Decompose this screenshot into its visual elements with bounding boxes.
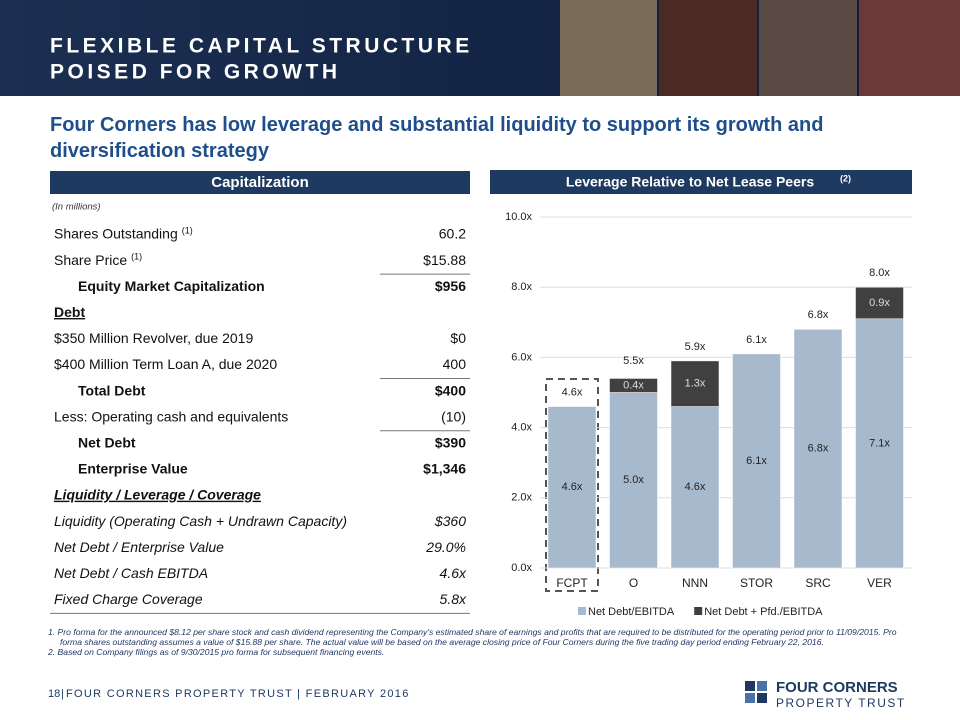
total-label: 4.6x (562, 386, 583, 398)
legend-label: Net Debt + Pfd./EBITDA (704, 606, 823, 618)
logo-text: FOUR CORNERS (776, 679, 898, 696)
total-label: 5.5x (623, 355, 644, 367)
table-header (50, 171, 470, 194)
segment-label: 4.6x (685, 481, 706, 493)
segment-label: 0.4x (623, 379, 644, 391)
row-label: Shares Outstanding (54, 226, 178, 242)
y-tick-label: 10.0x (505, 211, 532, 223)
page-number: 18 (48, 688, 60, 700)
photo (859, 0, 960, 96)
row-value: $400 (435, 382, 466, 398)
row-value: $360 (434, 513, 466, 529)
subtitle: Four Corners has low leverage and substa… (50, 114, 824, 162)
chart-title: Leverage Relative to Net Lease Peers (566, 174, 814, 190)
x-tick-label: FCPT (556, 576, 588, 590)
photo (659, 0, 757, 96)
segment-label: 4.6x (562, 481, 583, 493)
footnote: 1. Pro forma for the announced $8.12 per… (48, 627, 897, 647)
bar-segment (547, 406, 597, 569)
highlight-box (545, 378, 599, 592)
legend-swatch (694, 607, 703, 615)
segment-label: 6.8x (808, 443, 829, 455)
row-label: Enterprise Value (78, 461, 188, 477)
bar-segment (609, 392, 658, 569)
row-value: $0 (450, 330, 466, 346)
photo (560, 0, 657, 96)
row-label: Share Price (54, 252, 127, 268)
row-value: $956 (435, 278, 466, 294)
legend-swatch (578, 607, 586, 615)
segment-label: 0.9x (869, 297, 890, 309)
x-tick-label: STOR (740, 576, 773, 590)
segment-label: 1.3x (685, 378, 706, 390)
x-tick-label: VER (867, 576, 892, 590)
x-tick-label: O (629, 576, 638, 590)
total-label: 5.9x (685, 341, 706, 353)
bar-segment (670, 406, 720, 569)
row-value: 29.0% (425, 539, 466, 555)
chart-title-note: (2) (840, 173, 851, 183)
table-units: (In millions) (52, 202, 101, 213)
footer-text: FOUR CORNERS PROPERTY TRUST | FEBRUARY 2… (66, 688, 410, 700)
row-value: 5.8x (440, 591, 467, 607)
row-label: Debt (54, 304, 85, 320)
x-tick-label: NNN (682, 576, 708, 590)
row-note: (1) (182, 225, 193, 235)
bar-segment (855, 286, 904, 320)
total-label: 6.8x (808, 309, 829, 321)
row-label: Net Debt (78, 435, 136, 451)
total-label: 8.0x (869, 267, 890, 279)
chart-header (490, 170, 912, 194)
header-title: FLEXIBLE CAPITAL STRUCTURE (50, 35, 473, 58)
logo-text: PROPERTY TRUST (776, 696, 906, 710)
row-label: $400 Million Term Loan A, due 2020 (54, 356, 277, 372)
footnote: 2. Based on Company filings as of 9/30/2… (48, 647, 385, 657)
y-tick-label: 8.0x (511, 281, 532, 293)
header-title: POISED FOR GROWTH (50, 61, 341, 84)
segment-label: 5.0x (623, 474, 644, 486)
legend-label: Net Debt/EBITDA (588, 606, 675, 618)
row-label: Total Debt (78, 382, 146, 398)
row-value: 4.6x (440, 565, 467, 581)
segment-label: 7.1x (869, 437, 890, 449)
row-value: 60.2 (439, 226, 466, 242)
row-label: Fixed Charge Coverage (54, 591, 203, 607)
y-tick-label: 2.0x (511, 492, 532, 504)
row-label: Net Debt / Enterprise Value (54, 539, 224, 555)
row-label: Liquidity / Leverage / Coverage (54, 487, 261, 503)
footer-sep: | (61, 688, 64, 700)
row-label: Liquidity (Operating Cash + Undrawn Capa… (54, 513, 347, 529)
row-value: $15.88 (423, 252, 466, 268)
row-value: 400 (443, 356, 467, 372)
row-value: $390 (435, 435, 466, 451)
segment-label: 6.1x (746, 455, 767, 467)
row-note: (1) (131, 251, 142, 261)
bar-segment (855, 318, 904, 569)
y-tick-label: 6.0x (511, 351, 532, 363)
bar-segment (732, 353, 781, 569)
row-value: $1,346 (423, 461, 466, 477)
logo (745, 681, 767, 703)
footnotes: 1. Pro forma for the announced $8.12 per… (48, 627, 918, 657)
y-tick-label: 0.0x (511, 562, 532, 574)
bar-segment (793, 329, 843, 569)
x-tick-label: SRC (805, 576, 831, 590)
bar-segment (670, 360, 720, 407)
photo (759, 0, 857, 96)
row-value: (10) (441, 408, 466, 424)
row-label: $350 Million Revolver, due 2019 (54, 330, 253, 346)
y-tick-label: 4.0x (511, 422, 532, 434)
total-label: 6.1x (746, 334, 767, 346)
row-label: Equity Market Capitalization (78, 278, 265, 294)
bar-segment (609, 378, 658, 393)
row-label: Less: Operating cash and equivalents (54, 408, 288, 424)
row-label: Net Debt / Cash EBITDA (54, 565, 208, 581)
table-title: Capitalization (211, 174, 309, 191)
